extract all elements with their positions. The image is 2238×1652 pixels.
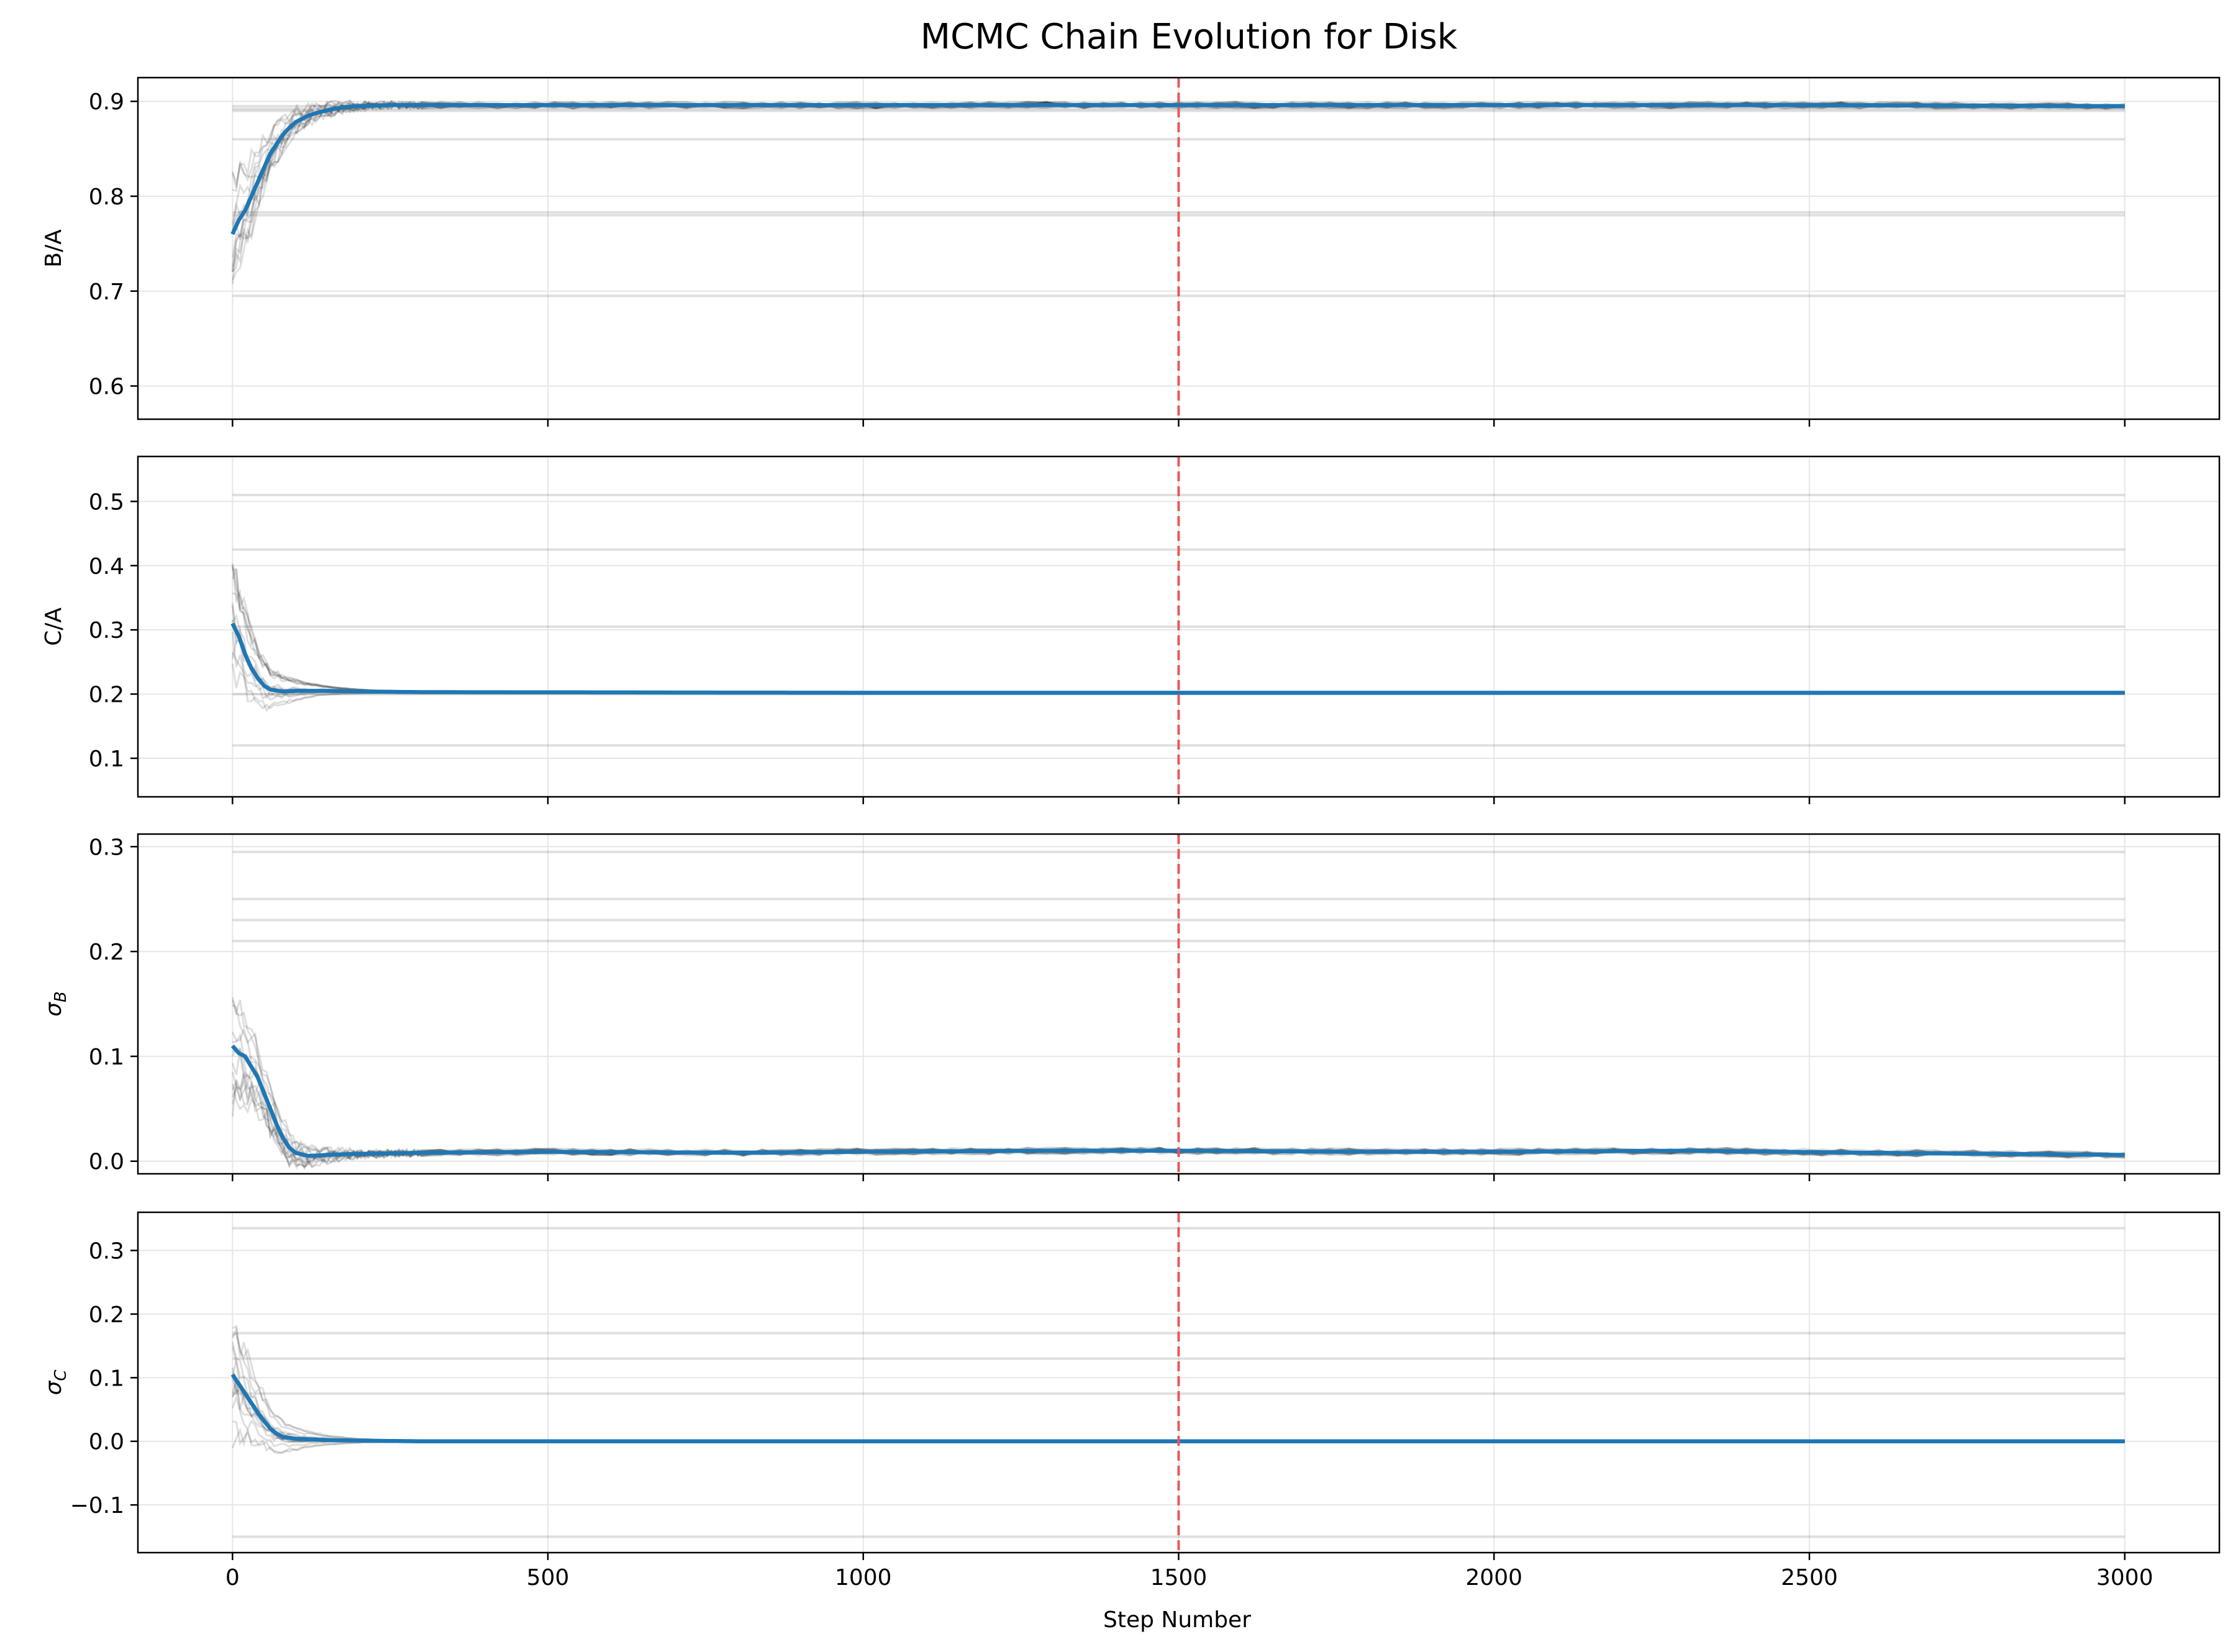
y-axis-label: σC <box>41 1369 70 1396</box>
x-tick-label: 2500 <box>1781 1565 1838 1591</box>
y-tick-label: 0.3 <box>89 1238 124 1264</box>
x-tick-label: 1000 <box>835 1565 892 1591</box>
mean-trace-line <box>230 103 2125 235</box>
y-tick-label: 0.2 <box>89 1302 124 1328</box>
x-tick-label: 1500 <box>1150 1565 1208 1591</box>
y-tick-label: 0.1 <box>89 747 124 772</box>
plot-area <box>230 850 2126 1170</box>
trace-panel-4: 0 500 1000 1500 2000 2500 3000 −0.1 0.0 0.1 0.2 0.3… <box>41 1211 2221 1591</box>
y-axis-label: C/A <box>41 607 66 646</box>
y-tick-label: 0.0 <box>89 1150 124 1175</box>
y-tick-label: 0.6 <box>89 374 124 400</box>
trace-panels: 0.60.70.80.9B/A0.10.20.30.40.5C/A0.00.10… <box>41 76 2221 1591</box>
walker-trace <box>231 99 2125 187</box>
x-tick-label: 2000 <box>1465 1565 1522 1591</box>
x-tick-label: 3000 <box>2096 1565 2154 1591</box>
x-axis-label: Step Number <box>1103 1607 1251 1633</box>
y-tick-label: 0.5 <box>89 489 124 515</box>
y-tick-label: 0.9 <box>89 89 124 115</box>
figure-title: MCMC Chain Evolution for Disk <box>921 17 1458 57</box>
x-tick-label: 500 <box>527 1565 570 1591</box>
plot-area <box>230 1227 2125 1538</box>
trace-panel-1: 0.6 0.7 0.8 0.9 B/A <box>41 76 2221 427</box>
y-axis-label: σB <box>41 991 70 1017</box>
x-tick-label: 0 <box>225 1565 240 1591</box>
mean-trace-line <box>230 1373 2125 1443</box>
y-tick-label: 0.3 <box>89 618 124 643</box>
walker-trace <box>231 1081 2125 1169</box>
y-tick-label: 0.2 <box>89 683 124 708</box>
walker-trace <box>231 1074 2125 1168</box>
y-tick-label: −0.1 <box>70 1493 124 1518</box>
y-tick-label: 0.7 <box>89 279 124 305</box>
y-tick-label: 0.4 <box>89 554 124 579</box>
y-tick-label: 0.1 <box>89 1366 124 1391</box>
y-tick-label: 0.1 <box>89 1045 124 1070</box>
y-tick-label: 0.3 <box>89 835 124 860</box>
walker-trace <box>231 1078 2125 1168</box>
mean-trace-line <box>230 622 2125 695</box>
trace-panel-3: 0.0 0.1 0.2 0.3 σB <box>41 833 2221 1181</box>
walker-trace <box>231 101 2125 272</box>
y-tick-label: 0.0 <box>89 1430 124 1455</box>
y-axis-label: B/A <box>41 229 66 268</box>
y-tick-label: 0.8 <box>89 184 124 210</box>
trace-panel-2: 0.1 0.2 0.3 0.4 0.5 C/A <box>41 455 2221 804</box>
mean-trace-line <box>230 1044 2125 1158</box>
y-tick-label: 0.2 <box>89 940 124 965</box>
